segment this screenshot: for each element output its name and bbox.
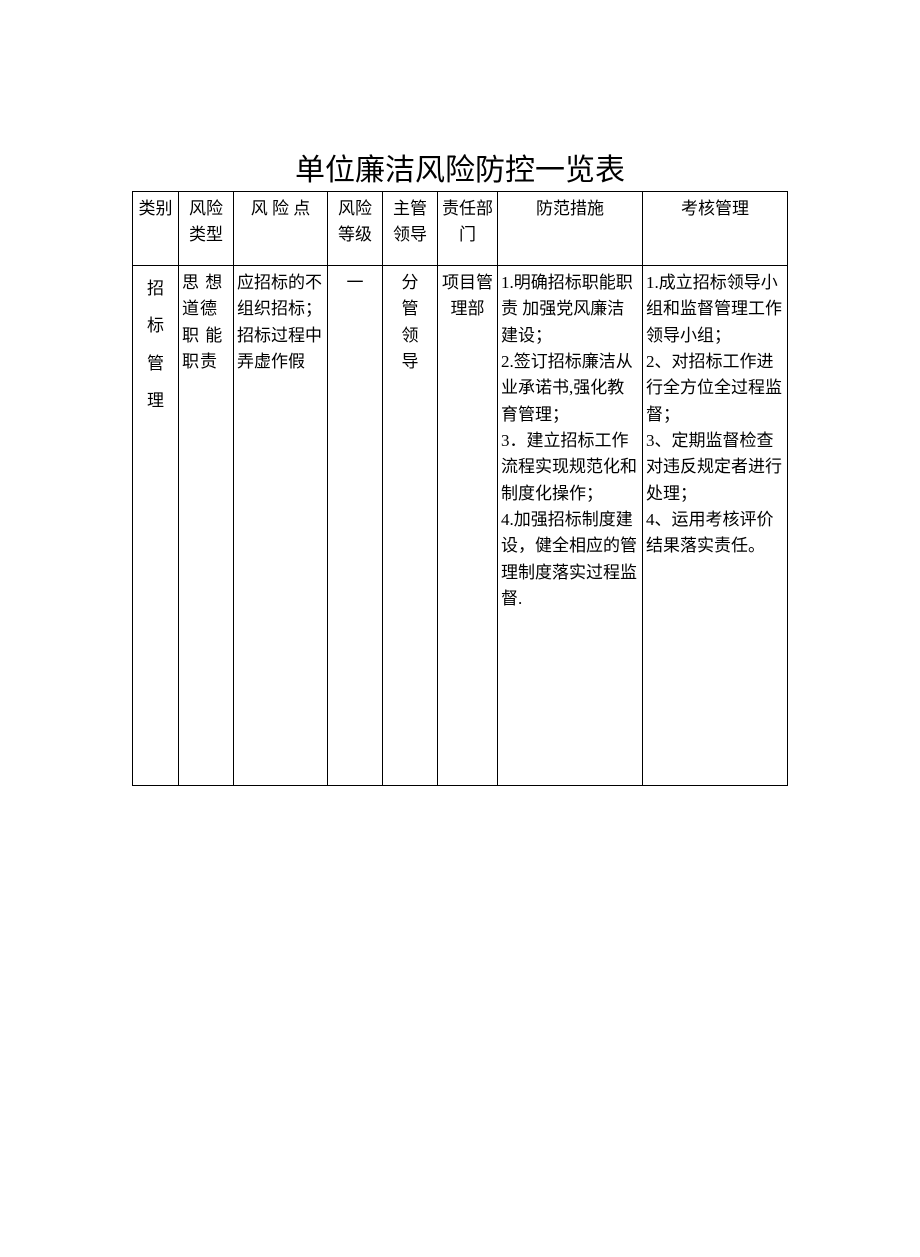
- header-dept: 责任部门: [438, 192, 498, 266]
- category-text: 招标管理: [136, 270, 175, 420]
- header-risk-type: 风险类型: [179, 192, 234, 266]
- header-category: 类别: [133, 192, 179, 266]
- cell-risk-type: 思 想道德职 能职责: [179, 266, 234, 786]
- cell-leader: 分管领导: [383, 266, 438, 786]
- leader-text: 分管领导: [386, 270, 434, 375]
- page-title: 单位廉洁风险防控一览表: [295, 145, 625, 189]
- cell-category: 招标管理: [133, 266, 179, 786]
- risk-control-table: 类别 风险类型 风 险 点 风险等级 主管领导 责任部门 防范措施 考核管理 招…: [132, 191, 788, 786]
- cell-risk-level: 一: [328, 266, 383, 786]
- header-leader: 主管领导: [383, 192, 438, 266]
- table-row: 招标管理 思 想道德职 能职责 应招标的不组织招标；招标过程中弄虚作假 一 分管…: [133, 266, 788, 786]
- cell-measures: 1.明确招标职能职责 加强党风廉洁建设；2.签订招标廉洁从业承诺书,强化教育管理…: [498, 266, 643, 786]
- cell-dept: 项目管理部: [438, 266, 498, 786]
- table-header-row: 类别 风险类型 风 险 点 风险等级 主管领导 责任部门 防范措施 考核管理: [133, 192, 788, 266]
- header-risk-level: 风险等级: [328, 192, 383, 266]
- cell-assess: 1.成立招标领导小组和监督管理工作领导小组；2、对招标工作进行全方位全过程监督；…: [643, 266, 788, 786]
- header-risk-point: 风 险 点: [234, 192, 328, 266]
- header-assess: 考核管理: [643, 192, 788, 266]
- header-measures: 防范措施: [498, 192, 643, 266]
- cell-risk-point: 应招标的不组织招标；招标过程中弄虚作假: [234, 266, 328, 786]
